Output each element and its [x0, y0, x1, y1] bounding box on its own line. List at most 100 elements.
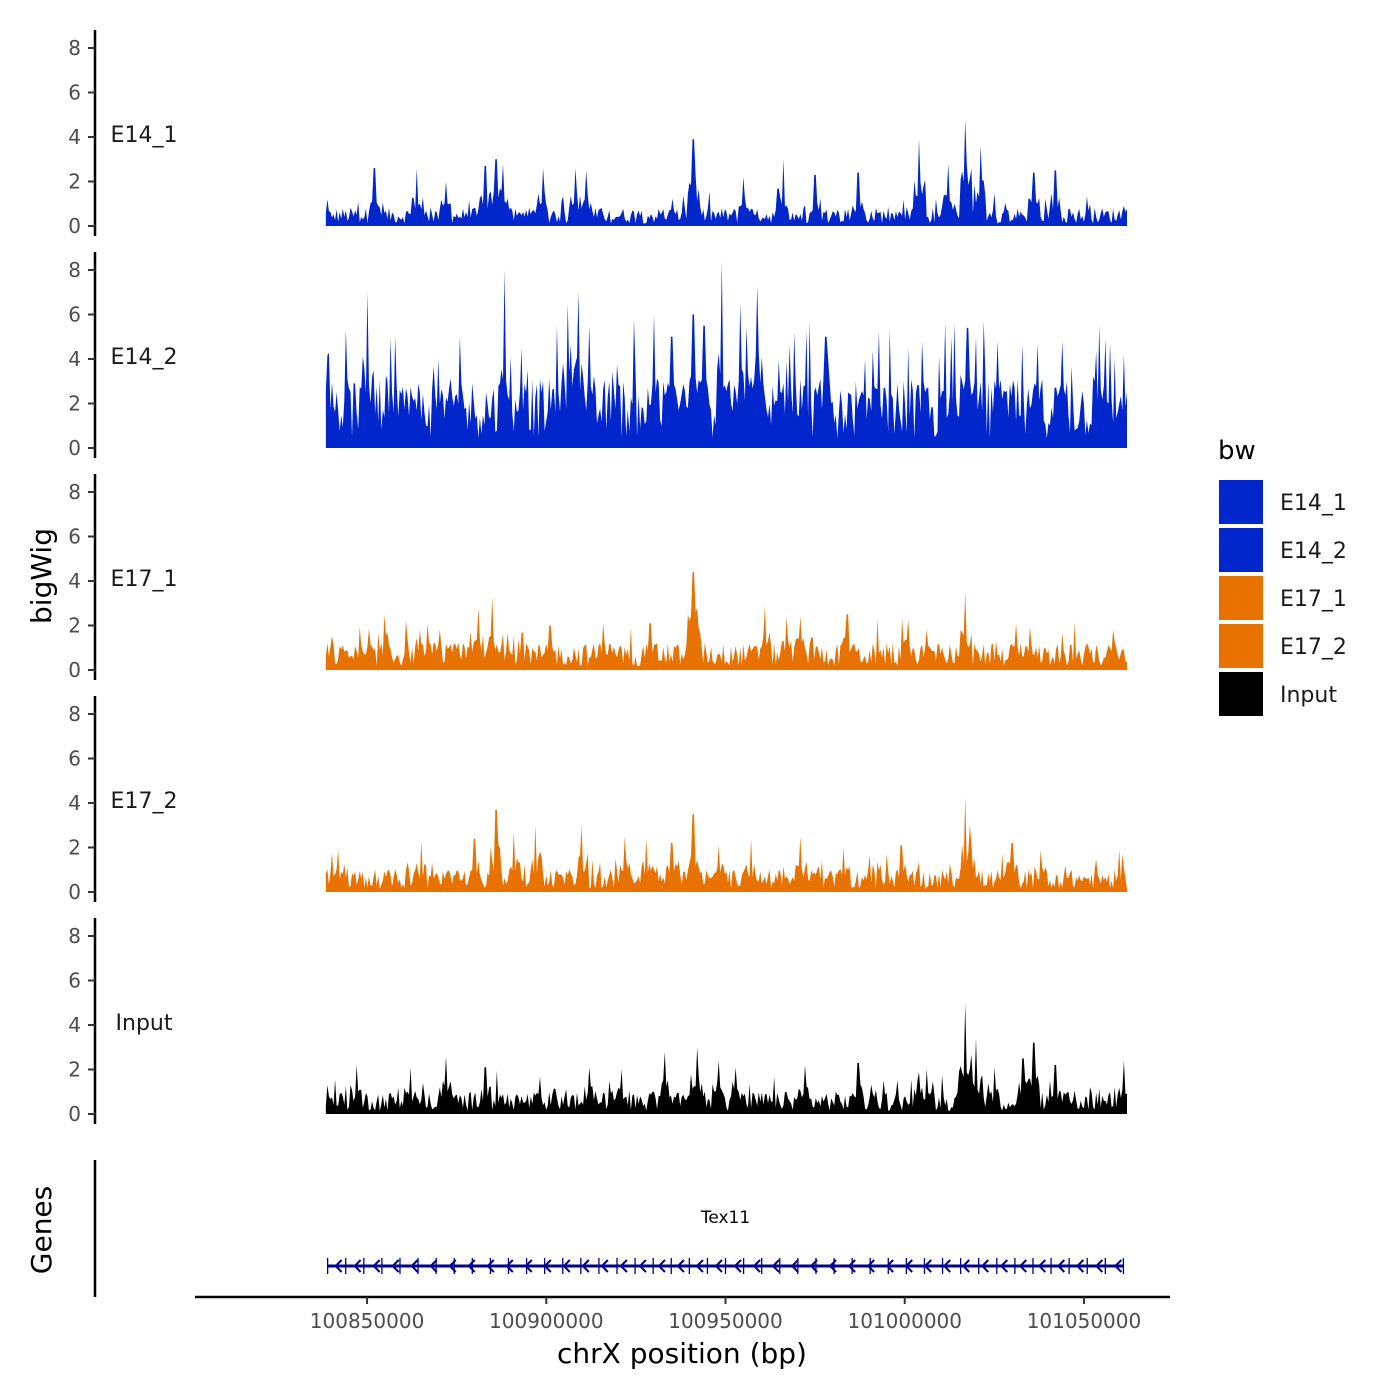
strand-arrow — [562, 1259, 571, 1273]
strand-arrow — [771, 1259, 780, 1273]
signal-area-Input — [325, 1002, 1127, 1114]
legend-item-Input: Input — [1219, 672, 1337, 716]
signal-area-E14_2 — [325, 261, 1127, 448]
x-tick-label: 100850000 — [310, 1309, 425, 1333]
y-tick-label: 4 — [68, 1013, 81, 1037]
track-label-E17_1: E17_1 — [111, 567, 178, 592]
strand-arrow — [543, 1259, 552, 1273]
y-tick-label: 8 — [68, 480, 81, 504]
strand-arrow — [961, 1259, 970, 1273]
track-label-Input: Input — [116, 1011, 173, 1036]
x-axis-title: chrX position (bp) — [557, 1337, 807, 1370]
y-tick-label: 4 — [68, 347, 81, 371]
strand-arrow — [334, 1259, 343, 1273]
strand-arrow — [657, 1259, 666, 1273]
strand-arrow — [809, 1259, 818, 1273]
strand-arrow — [524, 1259, 533, 1273]
legend-label: E14_1 — [1280, 491, 1347, 516]
legend-swatch — [1219, 672, 1263, 716]
strand-arrow — [1075, 1259, 1085, 1273]
strand-arrow — [638, 1259, 647, 1273]
y-tick-label: 4 — [68, 569, 81, 593]
strand-arrow — [885, 1259, 894, 1273]
legend-label: E14_2 — [1280, 539, 1347, 564]
y-tick-label: 2 — [68, 1058, 81, 1082]
legend: bw E14_1 E14_2 E17_1 E17_2 Input — [1218, 436, 1347, 716]
strand-arrow — [486, 1259, 495, 1273]
y-tick-label: 4 — [68, 125, 81, 149]
legend-swatch — [1219, 480, 1263, 524]
strand-arrow — [790, 1259, 799, 1273]
strand-arrow — [1113, 1259, 1123, 1273]
y-tick-label: 2 — [68, 392, 81, 416]
y-tick-label: 8 — [68, 36, 81, 60]
legend-label: E17_1 — [1280, 587, 1347, 612]
strand-arrow — [372, 1259, 381, 1273]
legend-item-E14_2: E14_2 — [1219, 528, 1347, 572]
track-panels: 0 2 4 6 8 E14_1 0 2 4 6 8 E14_2 0 2 4 6 8 E17_1 0 2 4 6 8 E17_2… — [68, 30, 1127, 1126]
strand-arrow — [923, 1259, 932, 1273]
strand-arrow — [980, 1259, 989, 1273]
track-label-E14_1: E14_1 — [111, 123, 178, 148]
strand-arrow — [904, 1259, 913, 1273]
y-tick-label: 2 — [68, 836, 81, 860]
strand-arrow — [1037, 1259, 1047, 1273]
strand-arrow — [695, 1259, 704, 1273]
y-tick-label: 8 — [68, 258, 81, 282]
legend-item-E17_2: E17_2 — [1219, 624, 1347, 668]
y-tick-label: 0 — [68, 1102, 81, 1126]
strand-arrow — [505, 1259, 514, 1273]
gene-panel: Tex11 — [93, 1160, 1125, 1297]
gene-Tex11: Tex11 — [326, 1208, 1125, 1274]
strand-arrow — [828, 1259, 837, 1273]
strand-arrow — [847, 1259, 856, 1273]
strand-arrow — [752, 1259, 761, 1273]
legend-swatch — [1219, 576, 1263, 620]
track-Input: 0 2 4 6 8 Input — [68, 918, 1127, 1126]
legend-swatch — [1219, 528, 1263, 572]
strand-arrow — [619, 1259, 628, 1273]
x-tick-label: 101000000 — [847, 1309, 962, 1333]
y-tick-label: 8 — [68, 924, 81, 948]
y-tick-label: 0 — [68, 436, 81, 460]
strand-arrow — [866, 1259, 875, 1273]
y-tick-label: 4 — [68, 791, 81, 815]
y-tick-label: 6 — [68, 81, 81, 105]
x-axis: 100850000 100900000 100950000 101000000 1010… — [195, 1295, 1170, 1333]
track-label-E14_2: E14_2 — [111, 345, 178, 370]
track-E14_1: 0 2 4 6 8 E14_1 — [68, 30, 1127, 238]
legend-item-E17_1: E17_1 — [1219, 576, 1347, 620]
strand-arrow — [600, 1259, 609, 1273]
strand-arrow — [714, 1259, 723, 1273]
strand-arrow — [1056, 1259, 1066, 1273]
track-label-E17_2: E17_2 — [111, 789, 178, 814]
y-tick-label: 8 — [68, 702, 81, 726]
strand-arrow — [942, 1259, 951, 1273]
genes-axis-title: Genes — [25, 1186, 58, 1274]
track-E17_2: 0 2 4 6 8 E17_2 — [68, 696, 1127, 904]
y-tick-label: 6 — [68, 303, 81, 327]
signal-area-E17_1 — [325, 572, 1127, 670]
signal-area-E17_2 — [325, 796, 1127, 892]
y-tick-label: 6 — [68, 969, 81, 993]
strand-arrow — [391, 1259, 400, 1273]
track-E14_2: 0 2 4 6 8 E14_2 — [68, 252, 1127, 460]
x-tick-label: 100950000 — [668, 1309, 783, 1333]
strand-arrow — [467, 1259, 476, 1273]
strand-arrow — [999, 1259, 1008, 1273]
strand-arrow — [1094, 1259, 1104, 1273]
strand-arrow — [353, 1259, 362, 1273]
strand-arrow — [410, 1259, 419, 1273]
signal-area-E14_1 — [325, 119, 1127, 226]
y-tick-label: 6 — [68, 747, 81, 771]
x-tick-label: 100900000 — [489, 1309, 604, 1333]
y-axis-title: bigWig — [25, 528, 58, 624]
strand-arrow — [429, 1259, 438, 1273]
y-tick-label: 6 — [68, 525, 81, 549]
y-tick-label: 0 — [68, 214, 81, 238]
legend-label: E17_2 — [1280, 635, 1347, 660]
strand-arrow — [676, 1259, 685, 1273]
gene-label: Tex11 — [700, 1208, 750, 1228]
y-tick-label: 0 — [68, 880, 81, 904]
